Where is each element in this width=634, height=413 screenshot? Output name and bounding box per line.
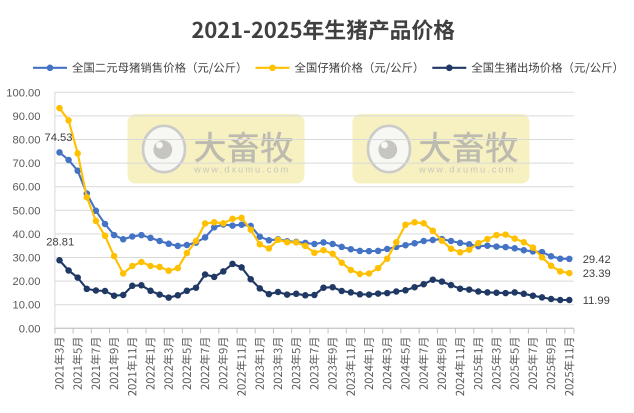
svg-text:90.00: 90.00	[13, 111, 41, 123]
svg-text:80.00: 80.00	[13, 135, 41, 147]
svg-text:50.00: 50.00	[13, 205, 41, 217]
svg-text:74.53: 74.53	[45, 132, 73, 144]
svg-text:10.00: 10.00	[13, 300, 41, 312]
svg-text:30.00: 30.00	[13, 253, 41, 265]
svg-text:0.00: 0.00	[19, 323, 41, 335]
svg-text:11.99: 11.99	[583, 295, 610, 307]
svg-text:23.39: 23.39	[583, 268, 611, 280]
svg-text:www.dxumu.com: www.dxumu.com	[418, 164, 515, 174]
svg-text:40.00: 40.00	[13, 229, 41, 241]
svg-text:20.00: 20.00	[13, 276, 41, 288]
svg-text:100.00: 100.00	[6, 87, 40, 99]
svg-text:70.00: 70.00	[13, 158, 41, 170]
svg-text:60.00: 60.00	[13, 182, 41, 194]
svg-text:28.81: 28.81	[46, 237, 74, 249]
svg-text:29.42: 29.42	[583, 254, 611, 266]
svg-text:www.dxumu.com: www.dxumu.com	[193, 164, 290, 174]
